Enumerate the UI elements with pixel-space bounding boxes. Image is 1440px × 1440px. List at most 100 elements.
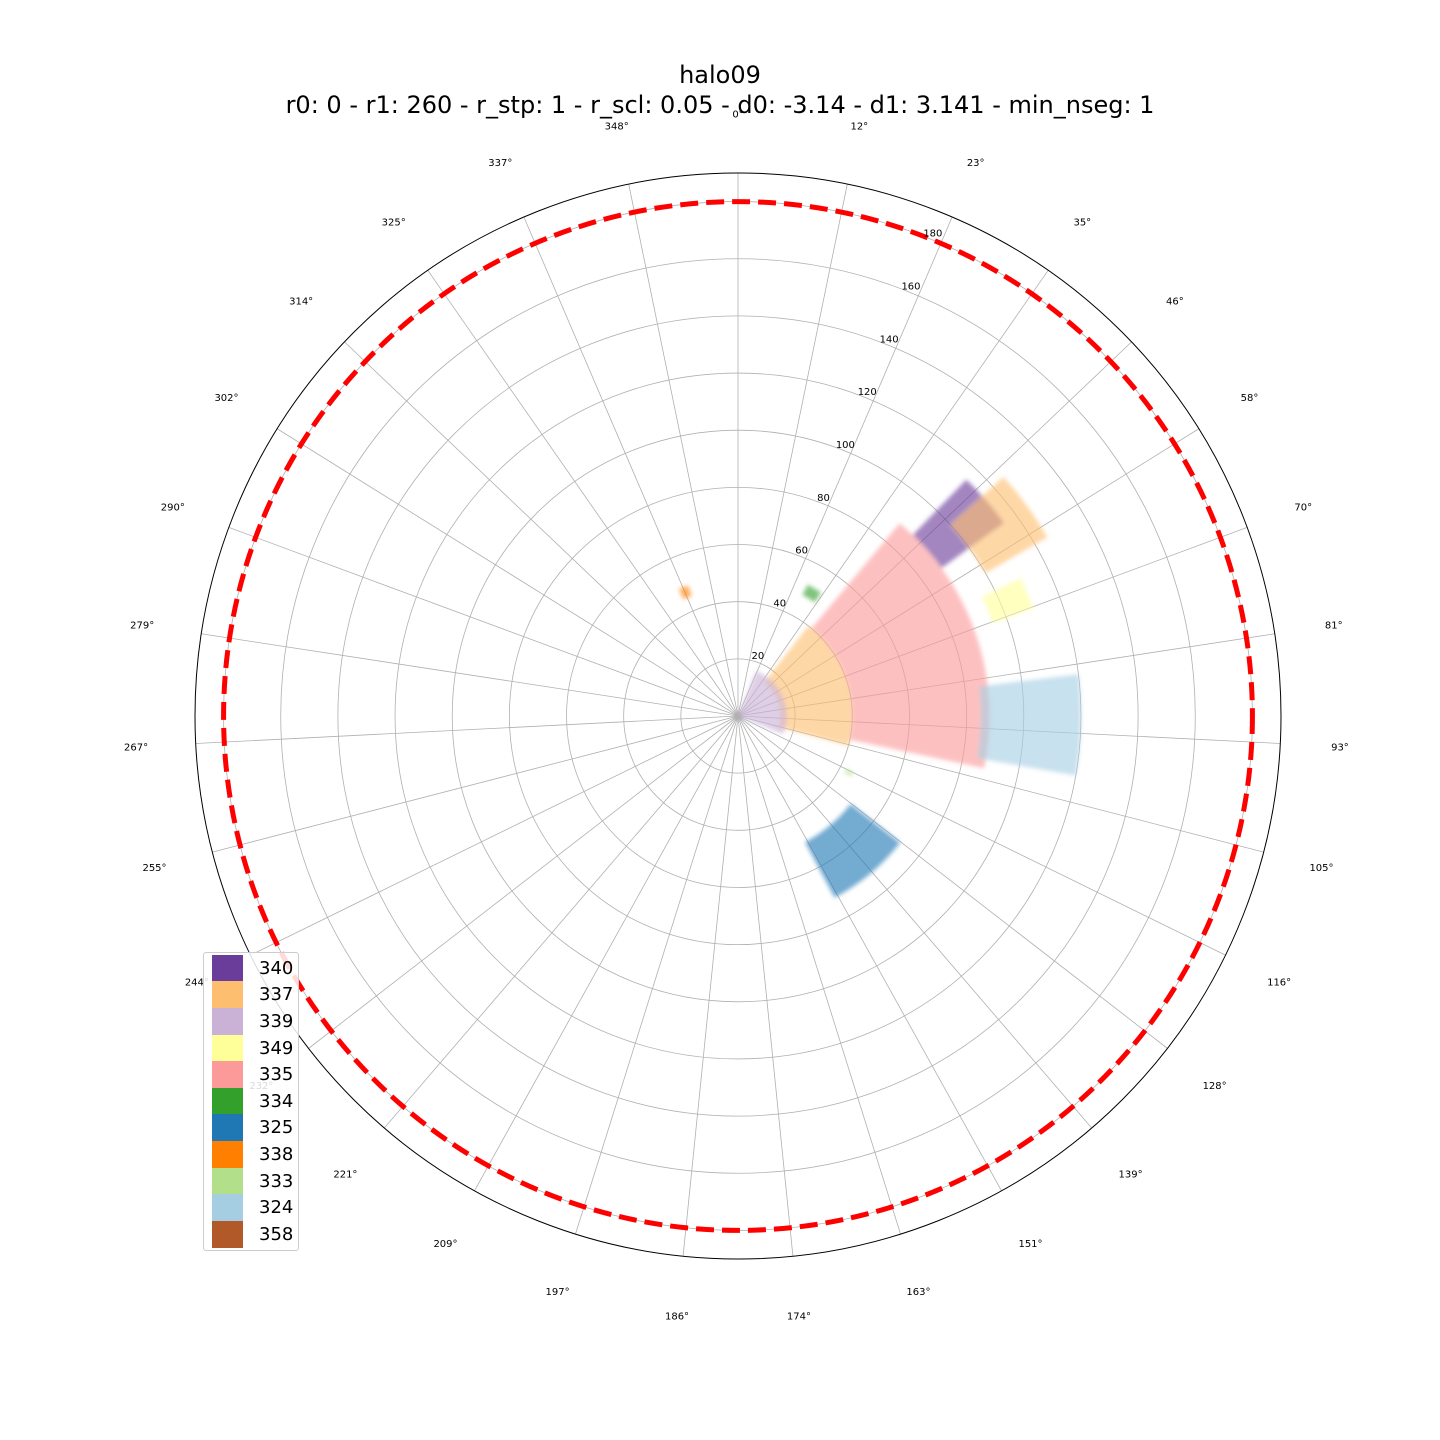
legend-item: 325 — [204, 1114, 298, 1142]
theta-gridline-15 — [737, 715, 794, 1257]
legend-label: 349 — [259, 1037, 294, 1059]
legend: 340 337 339 349 335 334 325 338 333 324 358 — [203, 952, 299, 1251]
series-325-region-0 — [805, 803, 901, 898]
theta-tick-label: 70° — [1294, 503, 1312, 514]
theta-gridline-25 — [228, 527, 739, 717]
theta-gridline-21 — [250, 715, 739, 956]
theta-gridline-24 — [201, 633, 739, 717]
legend-swatch — [212, 1220, 243, 1248]
theta-tick-label: 139° — [1119, 1169, 1143, 1180]
theta-tick-label: 244° — [185, 977, 209, 988]
theta-tick-label: 23° — [967, 158, 985, 169]
legend-swatch — [212, 981, 243, 1009]
legend-swatch — [212, 1140, 243, 1168]
legend-item: 337 — [204, 981, 298, 1009]
theta-gridline-14 — [737, 715, 901, 1235]
theta-gridline-17 — [575, 715, 739, 1235]
r-tick-label: 20 — [752, 651, 765, 662]
legend-swatch — [212, 1007, 243, 1035]
r-tick-label: 140 — [880, 334, 899, 345]
theta-tick-label: 337° — [488, 158, 512, 169]
theta-gridline-2 — [737, 216, 953, 717]
legend-swatch — [212, 1114, 243, 1142]
legend-item: 340 — [204, 954, 298, 982]
theta-tick-label: 174° — [787, 1312, 811, 1323]
series-337-region-1 — [950, 476, 1048, 574]
r-tick-label: 100 — [836, 440, 855, 451]
theta-tick-label: 279° — [130, 621, 154, 632]
r-tick-label: 160 — [901, 282, 920, 293]
chart-title-line1: halo09 — [679, 61, 761, 89]
theta-tick-label: 0° — [732, 109, 743, 120]
theta-gridline-3 — [737, 270, 1049, 717]
legend-label: 334 — [259, 1090, 294, 1112]
theta-gridline-19 — [384, 715, 739, 1129]
legend-swatch — [212, 1034, 243, 1062]
theta-tick-label: 348° — [605, 122, 629, 133]
theta-gridline-28 — [427, 270, 739, 717]
series-333-region-0 — [843, 768, 854, 777]
legend-swatch — [212, 1167, 243, 1195]
legend-swatch — [212, 1061, 243, 1089]
r-tick-label: 40 — [773, 598, 786, 609]
theta-tick-label: 221° — [333, 1169, 357, 1180]
theta-tick-label: 290° — [161, 503, 185, 514]
reference-layer — [221, 199, 1255, 1233]
legend-label: 337 — [259, 984, 294, 1006]
legend-label: 338 — [259, 1143, 294, 1165]
legend-item: 334 — [204, 1087, 298, 1115]
theta-gridline-20 — [308, 715, 739, 1049]
theta-tick-label: 186° — [665, 1312, 689, 1323]
theta-gridline-11 — [737, 715, 1168, 1049]
theta-tick-label: 163° — [906, 1287, 930, 1298]
legend-item: 333 — [204, 1167, 298, 1195]
r-tick-label: 60 — [795, 546, 808, 557]
theta-tick-label: 314° — [289, 297, 313, 308]
theta-tick-label: 12° — [850, 122, 868, 133]
r-tick-label: 80 — [817, 493, 830, 504]
theta-tick-label: 209° — [433, 1239, 457, 1250]
theta-tick-label: 267° — [124, 743, 148, 754]
theta-tick-label: 81° — [1325, 621, 1343, 632]
theta-gridline-12 — [737, 715, 1092, 1129]
reference-circle — [221, 199, 1255, 1233]
legend-label: 340 — [259, 957, 294, 979]
chart-title-line2: r0: 0 - r1: 260 - r_stp: 1 - r_scl: 0.05… — [285, 91, 1155, 119]
legend-label: 324 — [259, 1197, 294, 1219]
theta-tick-label: 128° — [1203, 1081, 1227, 1092]
theta-tick-label: 116° — [1267, 977, 1291, 988]
series-339-region-0 — [738, 670, 787, 735]
theta-gridline-30 — [628, 184, 739, 717]
legend-label: 339 — [259, 1010, 294, 1032]
legend-swatch — [212, 1087, 243, 1115]
series-338-region-0 — [678, 585, 692, 600]
theta-gridline-18 — [474, 715, 739, 1191]
theta-tick-label: 325° — [382, 217, 406, 228]
theta-tick-label: 46° — [1166, 297, 1184, 308]
legend-label: 335 — [259, 1064, 294, 1086]
theta-gridline-22 — [212, 715, 739, 853]
legend-swatch — [212, 1194, 243, 1222]
legend-item: 338 — [204, 1140, 298, 1168]
series-324-region-0 — [977, 674, 1081, 776]
legend-label: 358 — [259, 1223, 294, 1245]
theta-tick-label: 255° — [142, 863, 166, 874]
theta-tick-label: 105° — [1309, 863, 1333, 874]
theta-tick-label: 35° — [1073, 217, 1091, 228]
legend-label: 325 — [259, 1117, 294, 1139]
r-tick-label: 180 — [923, 229, 942, 240]
r-tick-label: 120 — [858, 387, 877, 398]
polar-frame — [194, 172, 1282, 1260]
legend-item: 358 — [204, 1220, 298, 1248]
chart-title: halo09 r0: 0 - r1: 260 - r_stp: 1 - r_sc… — [0, 60, 1440, 120]
theta-gridline-13 — [737, 715, 1002, 1191]
theta-gridline-27 — [344, 341, 739, 717]
legend-label: 333 — [259, 1170, 294, 1192]
theta-gridline-26 — [276, 428, 739, 717]
theta-gridline-23 — [195, 715, 739, 744]
data-layer — [678, 476, 1081, 898]
theta-tick-label: 93° — [1331, 743, 1349, 754]
theta-gridline-16 — [682, 715, 739, 1257]
theta-tick-label: 151° — [1018, 1239, 1042, 1250]
theta-tick-label: 58° — [1241, 393, 1259, 404]
